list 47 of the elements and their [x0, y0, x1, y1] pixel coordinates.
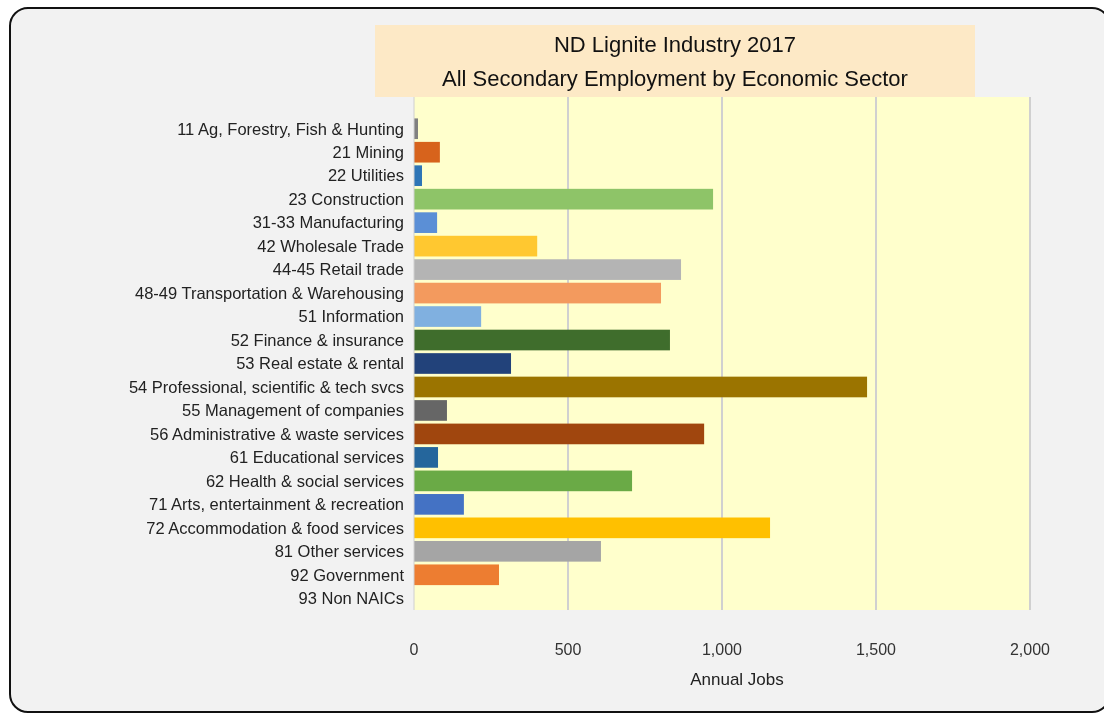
y-tick-label: 72 Accommodation & food services: [146, 518, 404, 537]
bar: [414, 282, 662, 304]
bar: [414, 188, 714, 210]
y-tick-label: 44-45 Retail trade: [272, 260, 404, 279]
x-tick-label: 2,000: [1009, 641, 1051, 658]
x-axis-title: Annual Jobs: [690, 670, 784, 689]
bar: [414, 494, 464, 515]
bar: [414, 235, 538, 257]
bar: [414, 306, 482, 327]
bar: [414, 447, 439, 468]
bar: [414, 423, 705, 445]
y-tick-label: 23 Construction: [288, 189, 404, 208]
chart-subtitle: All Secondary Employment by Economic Sector: [442, 66, 908, 91]
y-tick-label: 52 Finance & insurance: [230, 330, 404, 349]
y-tick-label: 93 Non NAICs: [298, 589, 404, 608]
y-tick-label: 21 Mining: [332, 142, 404, 161]
y-tick-label: 51 Information: [298, 307, 404, 326]
y-tick-label: 53 Real estate & rental: [236, 354, 404, 373]
x-tick-label: 0: [409, 641, 419, 658]
bar: [414, 212, 438, 233]
bar: [414, 353, 512, 374]
y-tick-label: 56 Administrative & waste services: [149, 424, 404, 443]
y-tick-label: 48-49 Transportation & Warehousing: [134, 283, 404, 302]
y-tick-label: 54 Professional, scientific & tech svcs: [128, 377, 404, 396]
x-tick-label: 1,000: [701, 641, 743, 658]
y-tick-label: 55 Management of companies: [182, 401, 404, 420]
bar: [414, 470, 633, 492]
bar: [414, 376, 868, 398]
bar: [414, 259, 682, 280]
y-tick-label: 92 Government: [290, 565, 405, 584]
y-tick-label: 71 Arts, entertainment & recreation: [149, 495, 404, 514]
bar: [414, 517, 771, 539]
bar: [414, 141, 440, 163]
bar: [414, 564, 500, 586]
y-tick-label: 31-33 Manufacturing: [252, 213, 404, 232]
chart-title: ND Lignite Industry 2017: [553, 32, 797, 57]
y-tick-label: 42 Wholesale Trade: [257, 236, 404, 255]
bar: [414, 400, 447, 421]
x-tick-label: 1,500: [855, 641, 897, 658]
x-tick-label: 500: [554, 641, 582, 658]
y-tick-label: 61 Educational services: [229, 448, 404, 467]
y-tick-label: 81 Other services: [274, 542, 404, 561]
y-tick-label: 22 Utilities: [327, 166, 404, 185]
y-tick-label: 62 Health & social services: [205, 471, 404, 490]
bar: [414, 329, 670, 351]
y-tick-label: 11 Ag, Forestry, Fish & Hunting: [177, 119, 404, 138]
bar: [414, 540, 601, 562]
